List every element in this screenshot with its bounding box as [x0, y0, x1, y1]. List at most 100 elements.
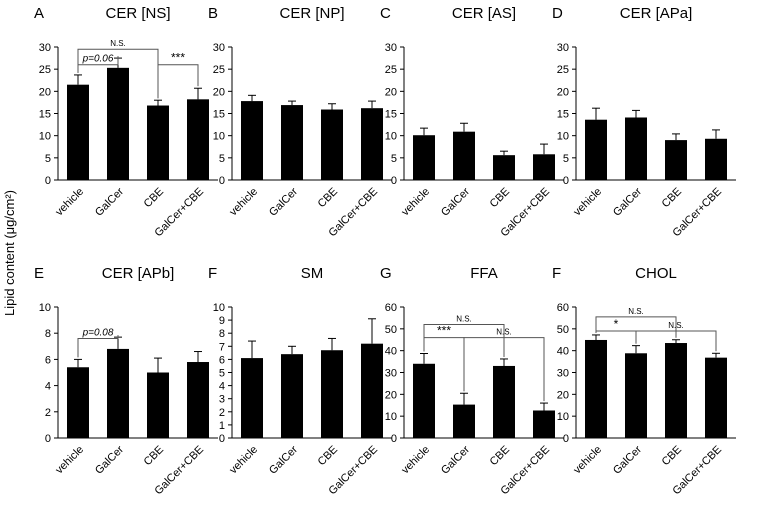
y-tick-label: 8: [219, 328, 225, 340]
y-tick-label: 10: [557, 411, 569, 423]
y-tick-label: 10: [385, 131, 397, 143]
y-tick-label: 6: [219, 354, 225, 366]
x-tick-label: GalCer: [439, 185, 472, 218]
y-tick-label: 50: [385, 324, 397, 336]
y-tick-label: 20: [39, 86, 51, 98]
bar: [493, 365, 515, 438]
bar: [585, 339, 607, 438]
y-tick-label: 10: [39, 302, 51, 314]
x-tick-label: GalCer: [93, 185, 126, 218]
bar: [705, 138, 727, 180]
x-tick-label: CBE: [142, 444, 166, 468]
y-tick-label: 25: [213, 64, 225, 76]
x-tick-label: vehicle: [399, 186, 432, 219]
panel-letter: C: [380, 5, 391, 22]
x-tick-label: GalCer: [611, 185, 644, 218]
y-tick-label: 9: [219, 315, 225, 327]
y-tick-label: 0: [219, 175, 225, 187]
bar: [705, 357, 727, 438]
panel-letter: F: [552, 265, 561, 282]
y-tick-label: 30: [385, 368, 397, 380]
y-tick-label: 10: [213, 302, 225, 314]
panel-title: FFA: [470, 265, 498, 282]
y-tick-label: 30: [385, 42, 397, 54]
y-tick-label: 10: [385, 411, 397, 423]
y-tick-label: 5: [219, 368, 225, 380]
y-tick-label: 10: [213, 131, 225, 143]
bar: [241, 358, 263, 438]
panel-title: CER [AS]: [452, 5, 516, 22]
bar: [361, 108, 383, 180]
bar: [413, 135, 435, 180]
panel-letter: A: [34, 5, 44, 22]
x-tick-label: GalCer: [439, 443, 472, 476]
y-tick-label: 15: [213, 109, 225, 121]
panel-title: SM: [301, 265, 324, 282]
x-tick-label: GalCer: [93, 443, 126, 476]
bar: [625, 353, 647, 438]
y-tick-label: 4: [45, 381, 51, 393]
bar: [585, 119, 607, 180]
x-tick-label: GalCer: [267, 443, 300, 476]
bar: [453, 404, 475, 438]
y-tick-label: 20: [385, 86, 397, 98]
bar: [67, 84, 89, 180]
y-tick-label: 15: [39, 109, 51, 121]
x-tick-label: vehicle: [53, 444, 86, 477]
y-tick-label: 10: [557, 131, 569, 143]
bar: [453, 131, 475, 180]
significance-label: N.S.: [496, 328, 512, 337]
y-tick-label: 0: [219, 433, 225, 445]
y-tick-label: 2: [45, 407, 51, 419]
x-tick-label: CBE: [488, 444, 512, 468]
x-tick-label: vehicle: [571, 444, 604, 477]
y-tick-label: 15: [385, 109, 397, 121]
y-tick-label: 40: [385, 346, 397, 358]
panel-title: CER [APa]: [620, 5, 693, 22]
panel-letter: E: [34, 265, 44, 282]
x-tick-label: CBE: [316, 444, 340, 468]
significance-label: N.S.: [456, 314, 472, 323]
bar: [533, 154, 555, 180]
y-tick-label: 30: [39, 42, 51, 54]
significance-label: N.S.: [668, 321, 684, 330]
y-tick-label: 4: [219, 381, 225, 393]
significance-bracket: [157, 64, 199, 99]
y-tick-label: 30: [557, 368, 569, 380]
y-tick-label: 0: [563, 433, 569, 445]
y-tick-label: 5: [219, 153, 225, 165]
bar: [321, 109, 343, 180]
y-tick-label: 15: [557, 109, 569, 121]
y-tick-label: 60: [557, 302, 569, 314]
panel-title: CER [NS]: [105, 5, 170, 22]
bar: [187, 362, 209, 438]
significance-bracket: [635, 330, 717, 352]
y-tick-label: 25: [385, 64, 397, 76]
significance-label: ***: [437, 324, 451, 338]
y-tick-label: 25: [557, 64, 569, 76]
y-axis-label: Lipid content (μg/cm²): [2, 190, 17, 316]
x-tick-label: CBE: [142, 186, 166, 210]
x-tick-label: CBE: [488, 186, 512, 210]
x-tick-label: CBE: [660, 444, 684, 468]
y-tick-label: 0: [45, 175, 51, 187]
y-tick-label: 5: [45, 153, 51, 165]
panel-title: CER [NP]: [279, 5, 344, 22]
y-tick-label: 30: [557, 42, 569, 54]
x-tick-label: vehicle: [53, 186, 86, 219]
y-tick-label: 8: [45, 328, 51, 340]
panel-letter: D: [552, 5, 563, 22]
significance-label: p=0.08: [82, 327, 114, 338]
bar: [67, 367, 89, 438]
bar: [107, 348, 129, 438]
bar: [625, 117, 647, 180]
